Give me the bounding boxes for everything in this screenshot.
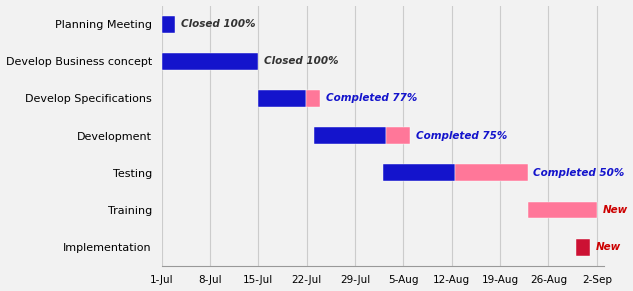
- Bar: [528, 202, 597, 218]
- Bar: [313, 127, 386, 144]
- Bar: [455, 164, 528, 181]
- Text: Closed 100%: Closed 100%: [181, 19, 255, 29]
- Text: New: New: [596, 242, 621, 252]
- Bar: [306, 90, 320, 107]
- Bar: [382, 164, 455, 181]
- Text: Completed 50%: Completed 50%: [533, 168, 625, 178]
- Bar: [161, 53, 258, 70]
- Text: Completed 77%: Completed 77%: [326, 93, 417, 104]
- Bar: [161, 16, 175, 33]
- Text: Closed 100%: Closed 100%: [264, 56, 338, 66]
- Bar: [576, 239, 590, 255]
- Text: New: New: [603, 205, 627, 215]
- Bar: [258, 90, 306, 107]
- Bar: [386, 127, 410, 144]
- Text: Completed 75%: Completed 75%: [416, 131, 507, 141]
